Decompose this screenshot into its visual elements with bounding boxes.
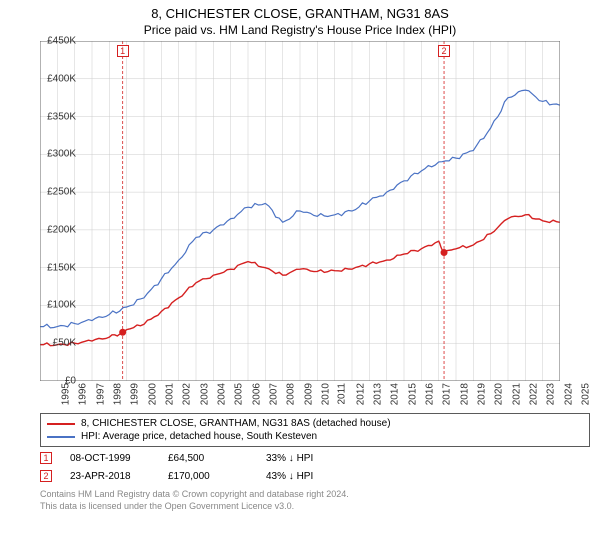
transaction-pct: 43% ↓ HPI — [266, 471, 346, 482]
x-axis-label: 2011 — [337, 383, 348, 405]
y-axis-label: £400K — [47, 73, 76, 84]
x-axis-label: 1998 — [112, 383, 123, 405]
y-axis-label: £350K — [47, 111, 76, 122]
transaction-row: 2 23-APR-2018 £170,000 43% ↓ HPI — [40, 467, 590, 485]
x-axis-label: 2009 — [303, 383, 314, 405]
x-axis-label: 2017 — [442, 383, 453, 405]
page-subtitle: Price paid vs. HM Land Registry's House … — [0, 21, 600, 41]
x-axis-label: 2000 — [147, 383, 158, 405]
footer-line1: Contains HM Land Registry data © Crown c… — [40, 489, 590, 501]
x-axis-label: 2010 — [320, 383, 331, 405]
legend-item: 8, CHICHESTER CLOSE, GRANTHAM, NG31 8AS … — [47, 417, 583, 430]
x-axis-label: 2020 — [494, 383, 505, 405]
x-axis-label: 2002 — [182, 383, 193, 405]
x-axis-label: 2013 — [372, 383, 383, 405]
transaction-index-marker: 2 — [40, 470, 52, 482]
y-axis-label: £100K — [47, 300, 76, 311]
x-axis-label: 2004 — [216, 383, 227, 405]
x-axis-label: 2019 — [476, 383, 487, 405]
y-axis-label: £150K — [47, 262, 76, 273]
x-axis-label: 2022 — [528, 383, 539, 405]
x-axis-label: 2024 — [563, 383, 574, 405]
x-axis-label: 2023 — [546, 383, 557, 405]
x-axis-label: 2003 — [199, 383, 210, 405]
transaction-index-marker: 1 — [40, 452, 52, 464]
footer-line2: This data is licensed under the Open Gov… — [40, 501, 590, 513]
y-axis-label: £250K — [47, 187, 76, 198]
legend-label: 8, CHICHESTER CLOSE, GRANTHAM, NG31 8AS … — [81, 418, 391, 429]
x-axis-label: 2001 — [164, 383, 175, 405]
legend-label: HPI: Average price, detached house, Sout… — [81, 431, 317, 442]
chart-svg — [40, 41, 560, 381]
transaction-marker: 1 — [117, 45, 129, 57]
transaction-date: 23-APR-2018 — [70, 471, 150, 482]
transaction-pct: 33% ↓ HPI — [266, 453, 346, 464]
x-axis-label: 2008 — [286, 383, 297, 405]
x-axis-label: 1995 — [60, 383, 71, 405]
transaction-price: £170,000 — [168, 471, 248, 482]
x-axis-label: 1997 — [95, 383, 106, 405]
y-axis-label: £450K — [47, 36, 76, 47]
transactions-table: 1 08-OCT-1999 £64,500 33% ↓ HPI 2 23-APR… — [40, 449, 590, 485]
x-axis-label: 2006 — [251, 383, 262, 405]
legend: 8, CHICHESTER CLOSE, GRANTHAM, NG31 8AS … — [40, 413, 590, 447]
x-axis-label: 2014 — [390, 383, 401, 405]
transaction-row: 1 08-OCT-1999 £64,500 33% ↓ HPI — [40, 449, 590, 467]
transaction-marker: 2 — [438, 45, 450, 57]
y-axis-label: £300K — [47, 149, 76, 160]
x-axis-label: 2005 — [234, 383, 245, 405]
x-axis-label: 2025 — [580, 383, 591, 405]
footer: Contains HM Land Registry data © Crown c… — [40, 489, 590, 512]
x-axis-label: 2015 — [407, 383, 418, 405]
x-axis-label: 1996 — [78, 383, 89, 405]
legend-swatch — [47, 436, 75, 438]
x-axis-label: 2012 — [355, 383, 366, 405]
x-axis-label: 2021 — [511, 383, 522, 405]
x-axis-label: 2007 — [268, 383, 279, 405]
transaction-price: £64,500 — [168, 453, 248, 464]
x-axis-label: 2018 — [459, 383, 470, 405]
chart-area: £0£50K£100K£150K£200K£250K£300K£350K£400… — [40, 41, 600, 411]
legend-item: HPI: Average price, detached house, Sout… — [47, 430, 583, 443]
y-axis-label: £200K — [47, 224, 76, 235]
transaction-date: 08-OCT-1999 — [70, 453, 150, 464]
legend-swatch — [47, 423, 75, 425]
page-title: 8, CHICHESTER CLOSE, GRANTHAM, NG31 8AS — [0, 0, 600, 21]
x-axis-label: 2016 — [424, 383, 435, 405]
x-axis-label: 1999 — [130, 383, 141, 405]
y-axis-label: £50K — [53, 338, 76, 349]
